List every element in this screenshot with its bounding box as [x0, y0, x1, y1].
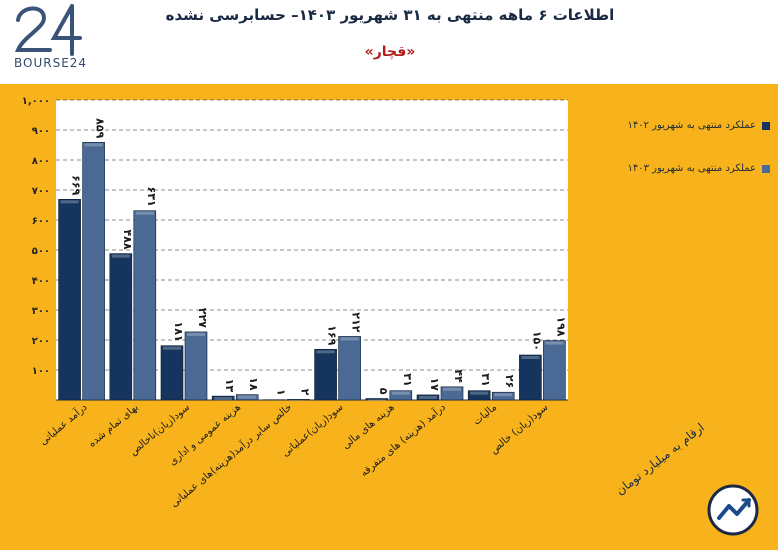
bar-highlight — [214, 397, 233, 401]
bar-highlight — [84, 143, 103, 147]
bar-highlight — [289, 400, 308, 401]
y-tick-label: ۱۰۰ — [32, 366, 50, 377]
bar-1402 — [109, 253, 133, 401]
data-label: ۱۷ — [428, 377, 441, 391]
page-title: اطلاعات ۶ ماهه منتهی به ۳۱ شهریور ۱۴۰۳– … — [165, 6, 615, 24]
bar-1402 — [160, 345, 184, 401]
data-label: ۳۱ — [401, 373, 414, 386]
bar-highlight — [470, 391, 489, 395]
bar-1402 — [58, 199, 81, 401]
bourse24-logo — [10, 2, 96, 72]
legend-item-1403: عملکرد منتهی به شهریور ۱۴۰۳ — [580, 163, 770, 174]
bar-highlight — [163, 346, 181, 350]
company-name: «قچار» — [364, 44, 416, 60]
data-label: ۱۳ — [223, 379, 236, 393]
bar-1403 — [184, 331, 208, 401]
bar-highlight — [545, 341, 564, 345]
y-tick-label: ۱,۰۰۰ — [22, 96, 50, 107]
bar-highlight — [340, 337, 359, 341]
brand-name: BOURSE24 — [14, 56, 88, 70]
data-label: ۱ — [274, 389, 287, 396]
data-label: ۴۸۸ — [121, 229, 134, 249]
legend-label-1403: عملکرد منتهی به شهریور ۱۴۰۳ — [627, 163, 756, 174]
data-label: ۱۵۰ — [530, 331, 543, 351]
data-label: ۶۳۱ — [145, 187, 158, 207]
bar-1402 — [519, 354, 542, 401]
y-tick-label: ۷۰۰ — [32, 186, 50, 197]
bar-highlight — [238, 395, 257, 399]
y-tick-label: ۸۰۰ — [32, 156, 50, 167]
logo-mark-icon — [14, 4, 82, 56]
bar-highlight — [367, 399, 386, 401]
data-label: ۲ — [298, 389, 311, 396]
bar-1403 — [440, 386, 464, 401]
y-tick-label: ۵۰۰ — [32, 246, 50, 257]
data-label: ۸۵۹ — [94, 118, 107, 138]
bar-1402 — [211, 395, 235, 401]
bar-highlight — [111, 254, 130, 258]
bar-highlight — [494, 393, 513, 397]
data-label: ۱۸ — [247, 377, 260, 391]
y-tick-label: ۳۰۰ — [32, 306, 50, 317]
bar-highlight — [443, 387, 461, 391]
bar-1403 — [287, 399, 310, 401]
data-label: ۴۴ — [452, 369, 465, 383]
bar-highlight — [135, 211, 154, 215]
bar-1403 — [543, 340, 566, 401]
y-axis: ۱۰۰ ۲۰۰ ۳۰۰ ۴۰۰ ۵۰۰ ۶۰۰ ۷۰۰ ۸۰۰ ۹۰۰ ۱,۰۰۰ — [22, 96, 50, 377]
bars — [58, 142, 566, 401]
bar-highlight — [316, 350, 335, 354]
bar-highlight — [419, 395, 437, 399]
bar-1403 — [82, 142, 105, 401]
bar-1403 — [338, 336, 361, 401]
bar-highlight — [60, 200, 79, 204]
data-label: ۶۶۹ — [70, 175, 83, 195]
legend: عملکرد منتهی به شهریور ۱۴۰۲ عملکرد منتهی… — [580, 120, 770, 206]
bar-1402 — [416, 394, 440, 401]
y-tick-label: ۶۰۰ — [32, 216, 50, 227]
data-label: ۱۹۸ — [554, 316, 567, 336]
data-label: ۳۱ — [479, 373, 492, 386]
legend-item-1402: عملکرد منتهی به شهریور ۱۴۰۲ — [580, 120, 770, 131]
bar-1403 — [491, 391, 515, 401]
bar-highlight — [187, 332, 205, 336]
data-label: ۱۸۱ — [172, 322, 185, 342]
y-tick-label: ۹۰۰ — [32, 126, 50, 137]
data-label: ۲۱۲ — [350, 312, 363, 332]
data-label: ۲۲۷ — [196, 308, 209, 328]
data-label: ۵ — [377, 388, 390, 395]
bar-1403 — [133, 210, 157, 401]
data-label: ۲۶ — [503, 375, 516, 388]
legend-swatch-1403 — [762, 164, 770, 173]
bar-1403 — [389, 390, 413, 401]
bar-1402 — [314, 348, 337, 401]
y-tick-label: ۴۰۰ — [32, 276, 50, 287]
bar-highlight — [521, 356, 540, 359]
bar-1402 — [365, 398, 389, 401]
trend-badge-icon — [707, 484, 759, 536]
chart-badge — [695, 470, 773, 546]
bar-1403 — [235, 394, 259, 401]
bar-highlight — [391, 391, 410, 395]
data-label: ۱۶۹ — [326, 325, 339, 345]
y-tick-label: ۲۰۰ — [32, 336, 50, 347]
bar-1402 — [467, 390, 491, 401]
legend-label-1402: عملکرد منتهی به شهریور ۱۴۰۲ — [627, 120, 756, 131]
legend-swatch-1402 — [762, 121, 770, 130]
